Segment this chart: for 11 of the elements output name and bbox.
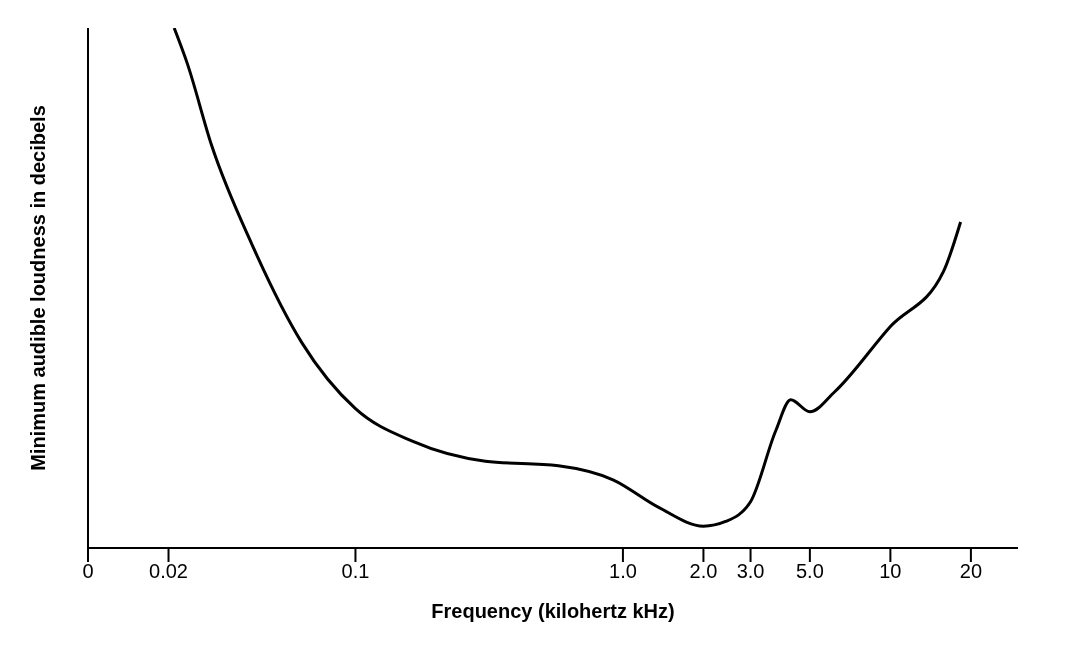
x-tick-label: 0 [82, 560, 94, 583]
x-tick-label: 0.02 [149, 560, 188, 583]
x-tick-label: 0.1 [341, 560, 370, 583]
y-axis-title: Minimum audible loudness in decibels [27, 105, 50, 471]
x-tick-label: 20 [959, 560, 983, 583]
x-tick-label: 2.0 [689, 560, 718, 583]
x-axis-title: Frequency (kilohertz kHz) [431, 600, 675, 622]
x-tick-label: 1.0 [609, 560, 637, 583]
x-tick-label: 5.0 [795, 560, 824, 583]
x-tick-label: 10 [879, 560, 902, 583]
x-tick-label: 3.0 [736, 560, 765, 583]
